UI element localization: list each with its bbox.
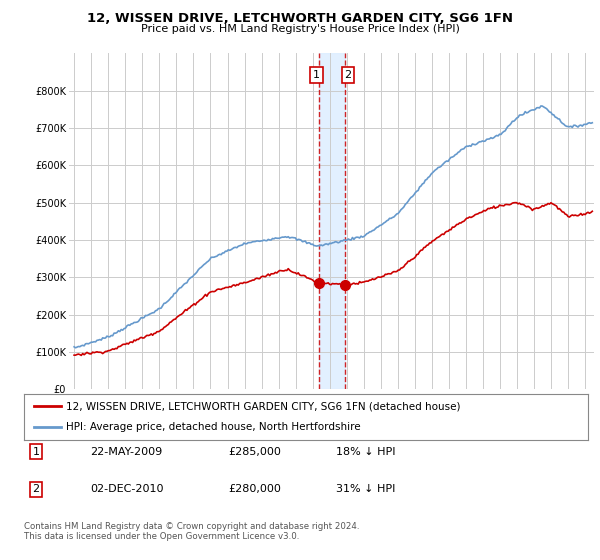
Text: Contains HM Land Registry data © Crown copyright and database right 2024.
This d: Contains HM Land Registry data © Crown c… xyxy=(24,522,359,542)
Text: 1: 1 xyxy=(32,447,40,457)
Text: £280,000: £280,000 xyxy=(228,484,281,494)
Text: HPI: Average price, detached house, North Hertfordshire: HPI: Average price, detached house, Nort… xyxy=(66,422,361,432)
Text: 1: 1 xyxy=(313,70,320,80)
Text: £285,000: £285,000 xyxy=(228,447,281,457)
Text: 12, WISSEN DRIVE, LETCHWORTH GARDEN CITY, SG6 1FN: 12, WISSEN DRIVE, LETCHWORTH GARDEN CITY… xyxy=(87,12,513,25)
Text: 18% ↓ HPI: 18% ↓ HPI xyxy=(336,447,395,457)
Text: Price paid vs. HM Land Registry's House Price Index (HPI): Price paid vs. HM Land Registry's House … xyxy=(140,24,460,34)
Text: 2: 2 xyxy=(344,70,352,80)
Text: 22-MAY-2009: 22-MAY-2009 xyxy=(90,447,162,457)
Text: 31% ↓ HPI: 31% ↓ HPI xyxy=(336,484,395,494)
Text: 02-DEC-2010: 02-DEC-2010 xyxy=(90,484,163,494)
Text: 2: 2 xyxy=(32,484,40,494)
Text: 12, WISSEN DRIVE, LETCHWORTH GARDEN CITY, SG6 1FN (detached house): 12, WISSEN DRIVE, LETCHWORTH GARDEN CITY… xyxy=(66,401,461,411)
Bar xyxy=(319,53,346,389)
